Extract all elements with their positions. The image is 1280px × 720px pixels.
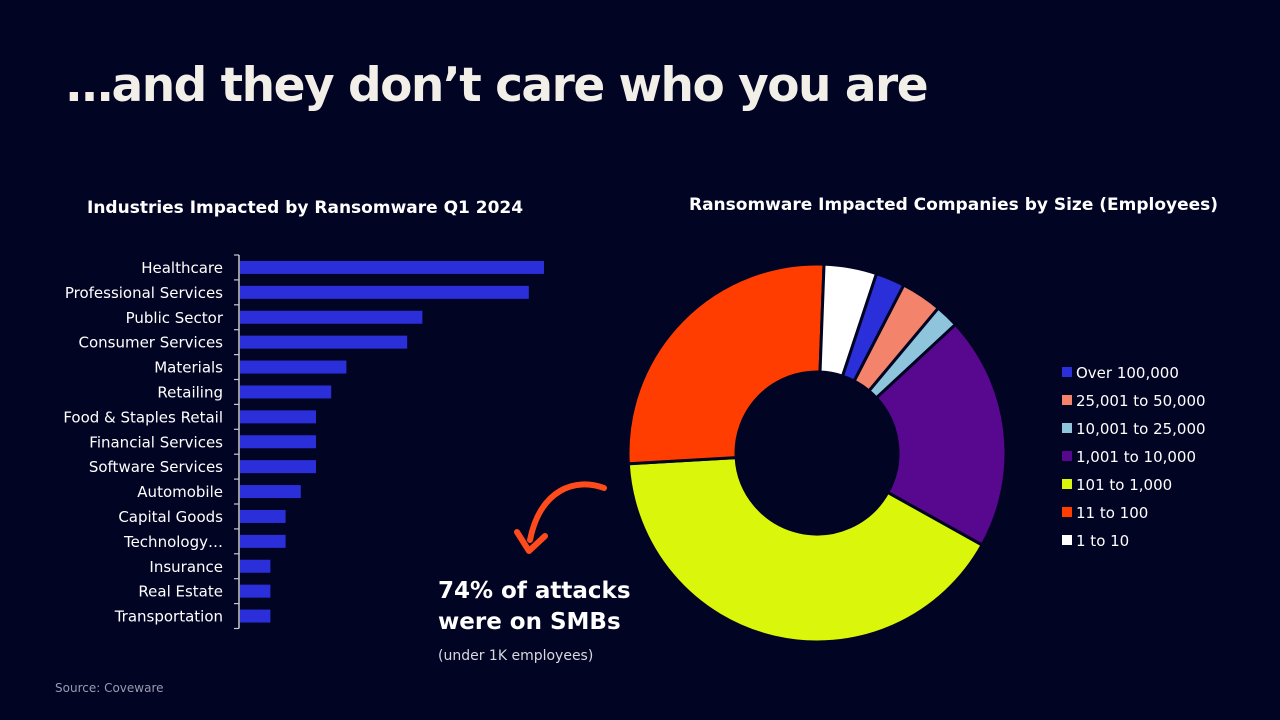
legend-swatch [1062,367,1072,377]
category-label: Consumer Services [78,334,223,352]
legend-label: 101 to 1,000 [1076,476,1172,494]
category-label: Materials [154,359,223,377]
category-label: Professional Services [65,284,223,302]
legend-label: 25,001 to 50,000 [1076,392,1206,410]
bar [240,584,271,598]
legend-swatch [1062,395,1072,405]
category-label: Food & Staples Retail [63,408,223,426]
category-label: Transportation [114,608,223,626]
bar [240,285,529,299]
callout-line-1: 74% of attacks [438,578,631,604]
legend-label: Over 100,000 [1076,364,1179,382]
legend-swatch [1062,479,1072,489]
callout-subtext: (under 1K employees) [438,648,594,664]
industries-bar-chart: Healthcare Professional Services Public Se… [63,254,544,630]
bar [240,385,332,399]
legend-swatch [1062,423,1072,433]
donut-slice [818,262,879,379]
bar [240,260,544,274]
bar [240,559,271,573]
category-label: Financial Services [89,433,223,451]
callout-text: 74% of attacks were on SMBs [438,576,631,638]
category-label: Healthcare [141,259,223,277]
bar [240,509,286,523]
bar [240,410,316,424]
legend-swatch [1062,451,1072,461]
bar [240,609,271,623]
category-label: Retailing [157,383,223,401]
bar [240,335,408,349]
category-label: Public Sector [126,309,224,327]
legend-label: 1 to 10 [1076,532,1129,550]
source-note: Source: Coveware [55,681,164,695]
category-label: Software Services [89,458,223,476]
category-label: Capital Goods [118,508,223,526]
legend-swatch [1062,535,1072,545]
bar [240,460,316,474]
donut-slice [626,262,826,466]
callout-line-2: were on SMBs [438,609,621,635]
bar [240,534,286,548]
donut-chart-title: Ransomware Impacted Companies by Size (E… [689,195,1219,215]
category-label: Insurance [149,558,223,576]
legend-label: 10,001 to 25,000 [1076,420,1206,438]
bar [240,435,316,449]
slide-title: …and they don’t care who you are [66,58,929,113]
bar [240,310,423,324]
legend-label: 11 to 100 [1076,504,1148,522]
bar [240,485,301,499]
bar [240,360,347,374]
category-label: Automobile [137,483,223,501]
bar-chart-title: Industries Impacted by Ransomware Q1 202… [87,198,524,218]
legend-label: 1,001 to 10,000 [1076,448,1196,466]
legend-swatch [1062,507,1072,517]
category-label: Real Estate [138,583,223,601]
donut-slice [626,456,985,644]
donut-slice [874,322,1008,548]
category-label: Technology… [123,533,223,551]
